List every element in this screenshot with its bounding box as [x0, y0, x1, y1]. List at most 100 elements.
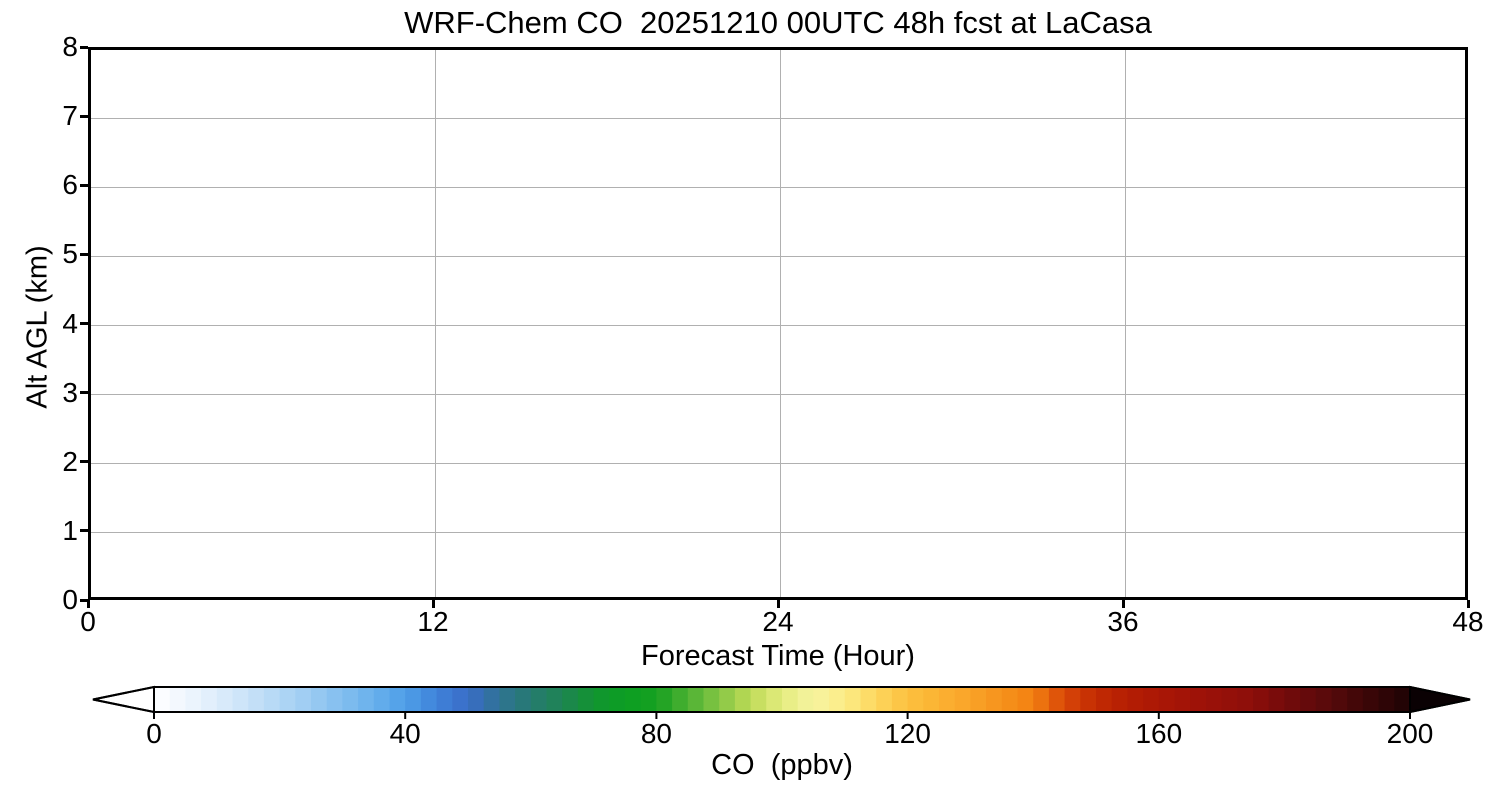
colorbar-band: [876, 687, 893, 712]
colorbar-band: [1347, 687, 1364, 712]
colorbar-band: [970, 687, 987, 712]
y-tick-label: 1: [62, 514, 78, 546]
colorbar-band: [1300, 687, 1317, 712]
colorbar-band: [1111, 687, 1128, 712]
colorbar-band: [405, 687, 422, 712]
colorbar-band: [1048, 687, 1066, 712]
colorbar-band: [169, 687, 186, 712]
colorbar-band: [1190, 687, 1207, 712]
colorbar-band: [420, 687, 438, 712]
x-tick-mark: [776, 600, 780, 608]
colorbar-band: [1362, 687, 1380, 712]
colorbar-band: [389, 687, 406, 712]
colorbar-band: [342, 687, 359, 712]
colorbar-band: [311, 687, 328, 712]
colorbar-band: [546, 687, 563, 712]
colorbar-band: [923, 687, 940, 712]
colorbar-band: [216, 687, 234, 712]
colorbar-band: [1253, 687, 1270, 712]
colorbar-band: [1001, 687, 1019, 712]
colorbar-band: [1080, 687, 1097, 712]
colorbar-band: [515, 687, 532, 712]
colorbar-under-arrow: [92, 685, 155, 714]
colorbar-band: [248, 687, 265, 712]
x-tick-mark: [1121, 600, 1125, 608]
plot-gridline-h: [91, 186, 1465, 188]
plot-gridline-v: [1124, 50, 1126, 597]
colorbar-tick-label: 40: [389, 718, 421, 749]
y-tick-label: 2: [62, 445, 78, 477]
y-tick-mark: [80, 391, 88, 395]
colorbar-band: [766, 687, 783, 712]
colorbar-band: [452, 687, 469, 712]
colorbar-band: [891, 687, 909, 712]
y-tick-label: 5: [62, 238, 78, 270]
x-tick-mark: [86, 600, 90, 608]
colorbar-band: [939, 687, 956, 712]
colorbar-band: [672, 687, 689, 712]
colorbar-band: [829, 687, 846, 712]
colorbar-band: [263, 687, 281, 712]
colorbar-band: [530, 687, 548, 712]
colorbar: [92, 685, 1471, 719]
colorbar-band: [436, 687, 453, 712]
plot-gridline-h: [91, 325, 1465, 326]
y-tick-label: 3: [62, 376, 78, 408]
colorbar-band: [232, 687, 249, 712]
y-tick-mark: [80, 322, 88, 325]
plot-gridline-h: [91, 255, 1465, 257]
plot-area: [88, 47, 1468, 600]
y-tick-mark: [80, 460, 88, 464]
x-tick-label: 36: [1107, 606, 1139, 637]
y-tick-mark: [80, 45, 88, 49]
colorbar-band: [656, 687, 673, 712]
y-tick-mark: [80, 598, 88, 602]
colorbar-band: [1331, 687, 1348, 712]
colorbar-band: [734, 687, 752, 712]
colorbar-band: [201, 687, 218, 712]
colorbar-band: [1394, 687, 1411, 712]
colorbar-band: [703, 687, 720, 712]
colorbar-band: [907, 687, 924, 712]
colorbar-band: [860, 687, 877, 712]
y-tick-mark: [80, 529, 88, 533]
colorbar-band: [1237, 687, 1254, 712]
x-tick-label: 48: [1452, 606, 1484, 637]
y-tick-label: 4: [62, 307, 78, 339]
x-axis-label: Forecast Time (Hour): [641, 640, 915, 672]
colorbar-band: [1158, 687, 1176, 712]
colorbar-band: [1315, 687, 1333, 712]
colorbar-band: [954, 687, 971, 712]
y-tick-mark: [80, 183, 88, 187]
colorbar-band: [154, 687, 171, 712]
colorbar-tick-label: 200: [1386, 718, 1434, 749]
y-tick-mark: [80, 252, 88, 256]
colorbar-band: [1143, 687, 1160, 712]
colorbar-band: [1064, 687, 1081, 712]
colorbar-band: [562, 687, 579, 712]
plot-gridline-v: [434, 50, 436, 597]
colorbar-band: [358, 687, 375, 712]
colorbar-band: [719, 687, 736, 712]
colorbar-band: [782, 687, 799, 712]
colorbar-band: [1033, 687, 1050, 712]
colorbar-band: [609, 687, 626, 712]
colorbar-band: [844, 687, 862, 712]
colorbar-tick-label: 120: [884, 718, 931, 749]
colorbar-band: [1284, 687, 1301, 712]
plot-gridline-h: [91, 532, 1465, 534]
colorbar-band: [326, 687, 343, 712]
plot-gridline-v: [779, 50, 781, 597]
x-tick-label: 24: [762, 606, 794, 637]
plot-gridline-h: [91, 394, 1465, 396]
colorbar-band: [750, 687, 767, 712]
colorbar-band: [1174, 687, 1191, 712]
colorbar-band: [687, 687, 705, 712]
colorbar-band: [813, 687, 830, 712]
colorbar-label: CO (ppbv): [711, 749, 853, 781]
colorbar-band: [577, 687, 595, 712]
y-tick-label: 0: [62, 584, 78, 615]
colorbar-band: [185, 687, 202, 712]
colorbar-band: [499, 687, 516, 712]
